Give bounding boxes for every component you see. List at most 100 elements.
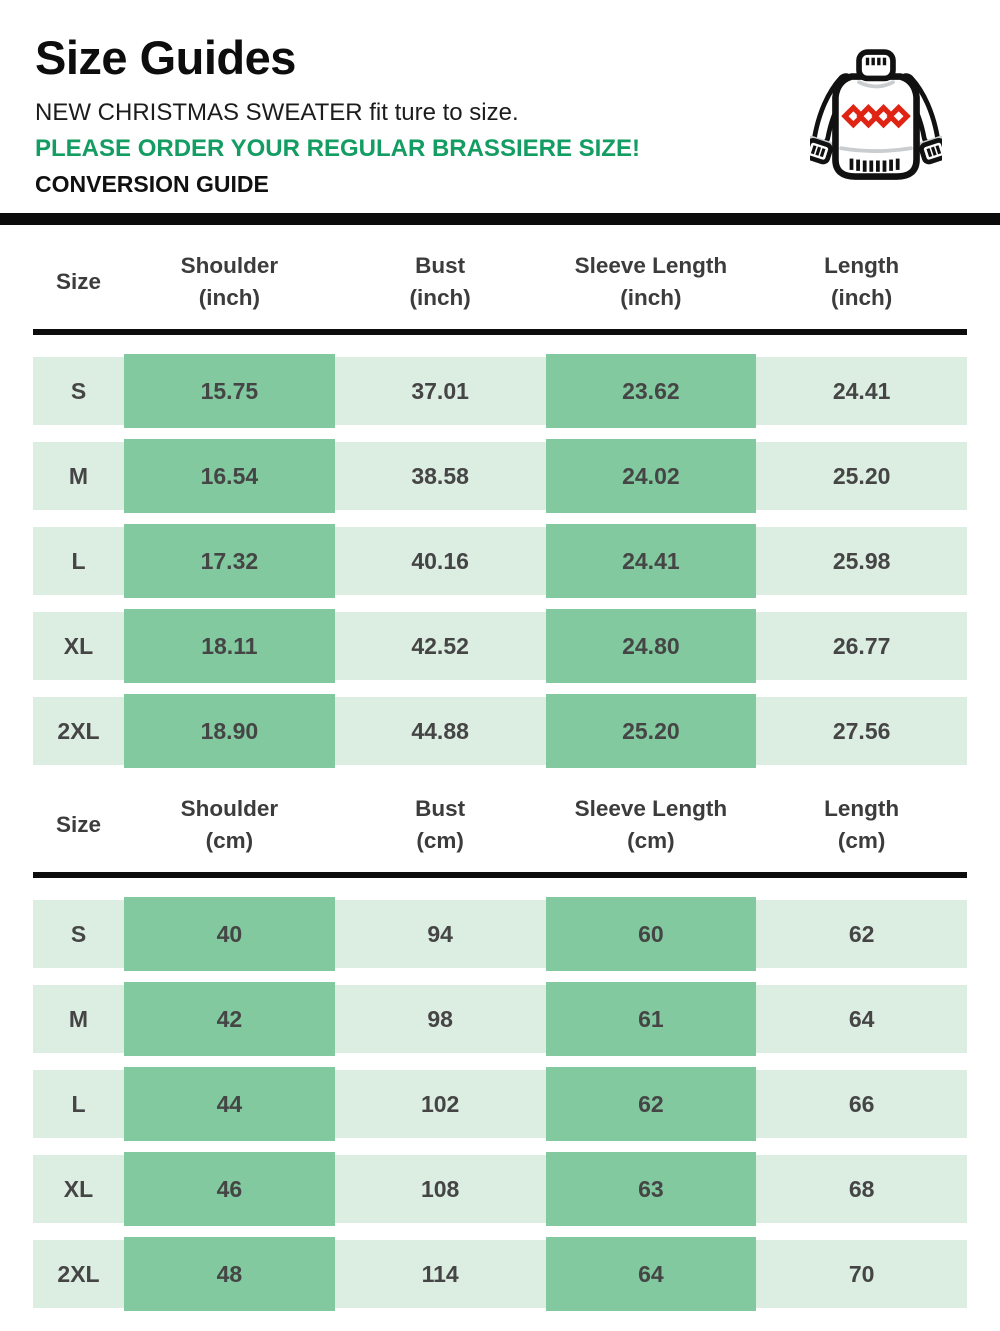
shoulder-value: 42 <box>124 982 335 1057</box>
size-label: L <box>33 1070 124 1139</box>
bust-value: 44.88 <box>334 697 546 766</box>
shoulder-value: 40 <box>124 897 335 972</box>
size-label: 2XL <box>33 1240 124 1309</box>
length-value: 27.56 <box>756 697 967 766</box>
length-value: 25.98 <box>756 527 967 596</box>
length-value: 70 <box>756 1240 967 1309</box>
sleeve-length-value: 24.02 <box>545 439 757 514</box>
bust-value: 40.16 <box>334 527 546 596</box>
column-label: Shoulder <box>180 796 279 822</box>
sleeve-length-value: 61 <box>545 982 757 1057</box>
column-unit: (cm) <box>416 827 464 853</box>
column-label: Bust <box>415 796 466 822</box>
length-value: 66 <box>756 1070 967 1139</box>
length-value: 24.41 <box>756 357 967 426</box>
length-value: 68 <box>756 1155 967 1224</box>
sweater-cuff-right <box>918 135 942 165</box>
column-label: Sleeve Length <box>574 796 728 822</box>
shoulder-value: 16.54 <box>124 439 335 514</box>
sweater-hem <box>839 146 913 172</box>
page-title: Size Guides <box>35 31 296 84</box>
sweater-collar <box>856 49 896 89</box>
column-label: Size <box>55 811 102 837</box>
bust-value: 114 <box>334 1240 546 1309</box>
table-row-xl: XL 46 108 63 68 <box>33 1152 967 1227</box>
size-label: 2XL <box>33 697 124 766</box>
bust-value: 37.01 <box>334 357 546 426</box>
column-header-shoulder: Shoulder (cm) <box>124 793 335 856</box>
column-unit: (inch) <box>620 284 682 310</box>
shoulder-value: 17.32 <box>124 524 335 599</box>
sleeve-length-value: 24.41 <box>545 524 757 599</box>
column-header-bust: Bust (cm) <box>335 793 546 856</box>
column-unit: (cm) <box>837 827 886 853</box>
sleeve-length-value: 25.20 <box>545 694 757 769</box>
bust-value: 94 <box>334 900 546 969</box>
column-label: Shoulder <box>180 253 279 279</box>
column-header-length: Length (cm) <box>756 793 967 856</box>
size-label: S <box>33 357 124 426</box>
shoulder-value: 44 <box>124 1067 335 1142</box>
table-row-m: M 42 98 61 64 <box>33 982 967 1057</box>
column-header-length: Length (inch) <box>756 250 967 313</box>
header-divider-bar <box>0 213 1000 226</box>
sweater-cuff-left <box>810 135 834 165</box>
table-header-rule <box>33 872 967 879</box>
table-row-l: L 44 102 62 66 <box>33 1067 967 1142</box>
sleeve-length-value: 63 <box>545 1152 757 1227</box>
sleeve-length-value: 23.62 <box>545 354 757 429</box>
order-notice: PLEASE ORDER YOUR REGULAR BRASSIERE SIZE… <box>35 134 640 162</box>
size-table-inches: Size Shoulder (inch) Bust (inch) Sleeve … <box>33 225 967 769</box>
column-unit: (inch) <box>198 284 260 310</box>
column-header-sleeve-length: Sleeve Length (cm) <box>546 793 757 856</box>
sleeve-length-value: 64 <box>545 1237 757 1312</box>
bust-value: 42.52 <box>334 612 546 681</box>
sleeve-length-value: 62 <box>545 1067 757 1142</box>
size-label: S <box>33 900 124 969</box>
size-label: M <box>33 442 124 511</box>
length-value: 26.77 <box>756 612 967 681</box>
conversion-guide-label: CONVERSION GUIDE <box>35 170 269 197</box>
column-label: Size <box>55 268 102 294</box>
size-label: L <box>33 527 124 596</box>
column-label: Length <box>824 796 900 822</box>
column-header-bust: Bust (inch) <box>335 250 546 313</box>
size-label: M <box>33 985 124 1054</box>
column-unit: (cm) <box>627 827 675 853</box>
column-header-sleeve-length: Sleeve Length (inch) <box>546 250 757 313</box>
table-header-rule <box>33 329 967 336</box>
sleeve-length-value: 24.80 <box>545 609 757 684</box>
table-row-s: S 15.75 37.01 23.62 24.41 <box>33 354 967 429</box>
table-header-row: Size Shoulder (inch) Bust (inch) Sleeve … <box>33 225 967 329</box>
bust-value: 102 <box>334 1070 546 1139</box>
fit-subtitle: NEW CHRISTMAS SWEATER fit ture to size. <box>35 99 519 126</box>
bust-value: 98 <box>334 985 546 1054</box>
table-row-2xl: 2XL 18.90 44.88 25.20 27.56 <box>33 694 967 769</box>
table-row-xl: XL 18.11 42.52 24.80 26.77 <box>33 609 967 684</box>
column-unit: (inch) <box>831 284 893 310</box>
length-value: 25.20 <box>756 442 967 511</box>
size-table-centimeters: Size Shoulder (cm) Bust (cm) Sleeve Leng… <box>33 768 967 1312</box>
column-header-size: Size <box>33 250 124 313</box>
length-value: 64 <box>756 985 967 1054</box>
column-unit: (inch) <box>409 284 471 310</box>
table-row-2xl: 2XL 48 114 64 70 <box>33 1237 967 1312</box>
table-row-s: S 40 94 60 62 <box>33 897 967 972</box>
header: Size Guides NEW CHRISTMAS SWEATER fit tu… <box>0 0 1000 198</box>
length-value: 62 <box>756 900 967 969</box>
size-label: XL <box>33 612 124 681</box>
shoulder-value: 18.90 <box>124 694 335 769</box>
table-header-row: Size Shoulder (cm) Bust (cm) Sleeve Leng… <box>33 768 967 872</box>
size-label: XL <box>33 1155 124 1224</box>
table-row-m: M 16.54 38.58 24.02 25.20 <box>33 439 967 514</box>
bust-value: 38.58 <box>334 442 546 511</box>
diamond-pattern <box>841 104 911 129</box>
column-header-size: Size <box>33 793 124 856</box>
christmas-sweater-icon <box>810 49 942 180</box>
column-label: Sleeve Length <box>574 253 728 279</box>
bust-value: 108 <box>334 1155 546 1224</box>
shoulder-value: 18.11 <box>124 609 335 684</box>
table-row-l: L 17.32 40.16 24.41 25.98 <box>33 524 967 599</box>
sleeve-length-value: 60 <box>545 897 757 972</box>
